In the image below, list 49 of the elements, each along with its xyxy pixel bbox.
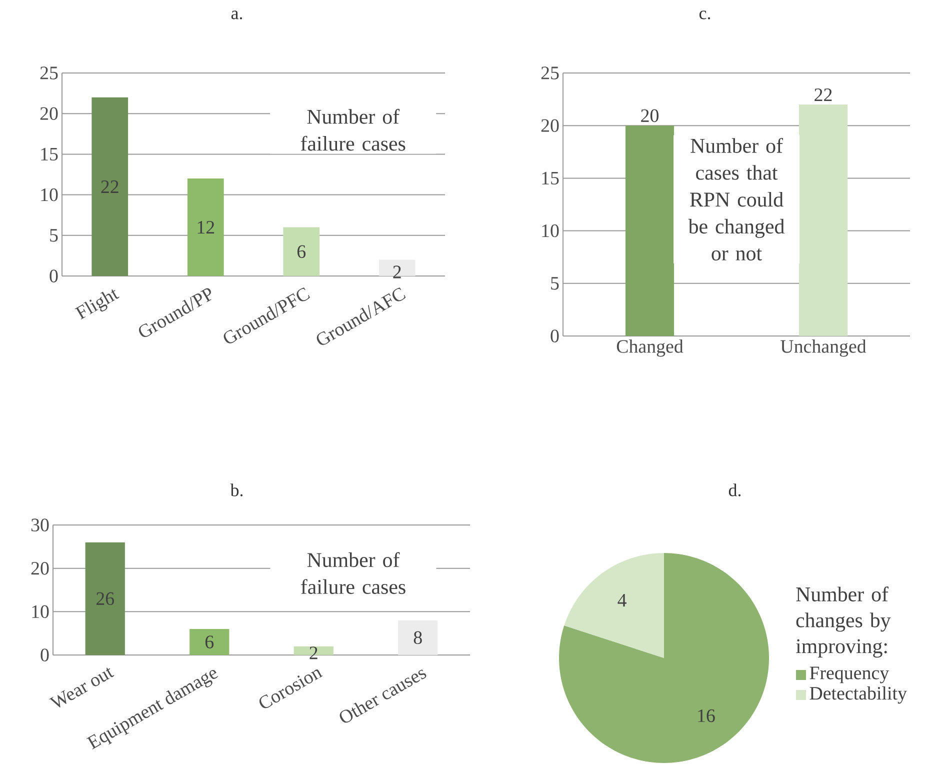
x-tick-label: Changed	[616, 340, 684, 357]
annotation: Number of failure cases	[301, 552, 406, 594]
y-tick-label: 0	[50, 270, 58, 282]
y-tick-label: 5	[551, 277, 559, 290]
data-label: 2	[310, 646, 318, 660]
y-tick-label: 25	[40, 66, 58, 80]
bar	[92, 97, 128, 276]
data-label: 26	[96, 592, 114, 606]
data-label: 22	[101, 180, 118, 193]
data-label: 20	[641, 109, 658, 122]
y-tick-label: 15	[41, 148, 58, 161]
chart-title: d.	[728, 484, 741, 496]
x-tick-label: Wear out	[49, 668, 114, 708]
y-tick-label: 15	[542, 172, 559, 185]
y-tick-label: 10	[32, 605, 49, 618]
bar	[398, 620, 438, 655]
annotation: Number of failure cases	[300, 108, 406, 151]
bar	[283, 227, 320, 276]
y-tick-label: 30	[31, 518, 49, 532]
data-label: 2	[393, 266, 401, 278]
annotation: Number of cases that RPN could be changed or not	[688, 138, 784, 260]
y-tick-label: 5	[50, 229, 58, 242]
y-tick-label: 20	[541, 119, 559, 132]
y-tick-label: 0	[40, 648, 49, 662]
y-tick-label: 20	[31, 562, 49, 575]
data-label: 22	[814, 88, 832, 102]
data-label: 8	[414, 631, 422, 644]
chart-title: b.	[230, 484, 243, 496]
bar	[187, 178, 224, 276]
x-tick-label: Unchanged	[780, 340, 866, 357]
y-tick-label: 0	[550, 330, 559, 342]
data-label: 4	[618, 594, 626, 606]
data-label: 12	[198, 221, 214, 234]
bar	[85, 542, 125, 655]
x-tick-label: Other causes	[340, 669, 426, 723]
legend-label: Frequency	[810, 666, 890, 684]
chart-title: a.	[231, 10, 242, 20]
y-tick-label: 10	[542, 224, 559, 238]
legend-label: Detectability	[810, 686, 907, 704]
bar	[190, 629, 230, 655]
chart-title: c.	[699, 10, 710, 20]
legend-title: Number of changes by improving:	[796, 586, 891, 658]
data-label: 6	[205, 636, 214, 648]
y-tick-label: 25	[541, 66, 559, 80]
data-label: 16	[698, 709, 715, 722]
y-tick-label: 20	[40, 107, 58, 120]
data-label: 6	[297, 245, 306, 258]
x-tick-label: Flight	[74, 289, 120, 320]
y-tick-label: 10	[41, 188, 58, 202]
